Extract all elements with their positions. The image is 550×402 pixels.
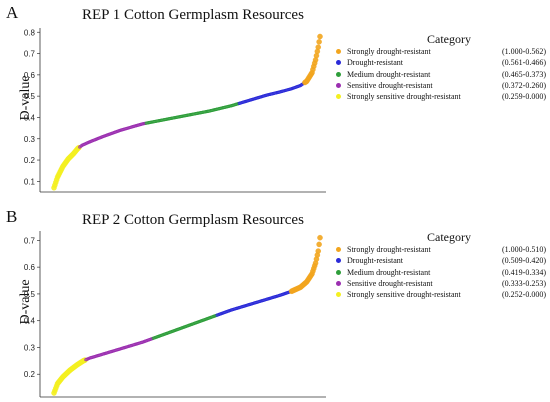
y-tick-label: 0.7 <box>24 50 36 59</box>
legend-label: Strongly sensitive drought-resistant <box>347 290 461 300</box>
legend-item: Sensitive drought-resistant (0.372-0.260) <box>336 81 548 92</box>
data-point <box>316 241 322 248</box>
data-point <box>317 33 323 40</box>
legend-range: (0.259-0.000) <box>502 92 546 102</box>
y-tick-label: 0.3 <box>24 135 36 144</box>
y-tick-label: 0.2 <box>24 156 36 165</box>
legend-item: Sensitive drought-resistant (0.333-0.253) <box>336 279 548 290</box>
y-tick-label: 0.6 <box>24 71 36 80</box>
legend-dot-icon <box>336 269 341 275</box>
legend-dot-icon <box>336 82 341 88</box>
panel-letter: A <box>6 3 19 22</box>
legend-title: Category <box>427 230 471 244</box>
y-tick-label: 0.4 <box>24 113 36 122</box>
legend-range: (0.561-0.466) <box>502 58 546 68</box>
legend-item: Strongly drought-resistant (1.000-0.510) <box>336 245 548 256</box>
y-tick-label: 0.6 <box>24 263 36 272</box>
legend-range: (0.333-0.253) <box>502 278 546 288</box>
legend: Category Strongly drought-resistant (1.00… <box>336 32 548 103</box>
legend-item: Drought-resistant (0.561-0.466) <box>336 58 548 69</box>
y-tick-label: 0.3 <box>24 343 36 352</box>
legend-item: Strongly drought-resistant (1.000-0.562) <box>336 47 548 58</box>
scatter-plot: 0.1 0.2 0.3 0.4 0.5 0.6 0.7 0.8 <box>24 28 326 193</box>
legend-range: (0.419-0.334) <box>502 267 546 277</box>
y-tick-label: 0.5 <box>24 290 36 299</box>
y-tick-label: 0.4 <box>24 317 36 326</box>
chart-title: REP 2 Cotton Germplasm Resources <box>82 212 304 228</box>
y-tick-label: 0.8 <box>24 28 36 37</box>
chart-panel-a: A REP 1 Cotton Germplasm Resources D-val… <box>6 3 548 193</box>
legend-title: Category <box>427 32 471 46</box>
y-tick-label: 0.7 <box>24 236 36 245</box>
legend-dot-icon <box>336 247 341 252</box>
scatter-plot: 0.2 0.3 0.4 0.5 0.6 0.7 <box>24 231 326 398</box>
legend-dot-icon <box>336 49 341 54</box>
legend-item: Medium drought-resistant (0.465-0.373) <box>336 70 548 81</box>
legend-label: Drought-resistant <box>347 58 403 68</box>
legend-label: Strongly sensitive drought-resistant <box>347 92 461 102</box>
legend-dot-icon <box>336 292 341 298</box>
legend-dot-icon <box>336 94 341 100</box>
data-point <box>316 39 322 45</box>
y-tick-label: 0.5 <box>24 92 36 101</box>
legend-label: Medium drought-resistant <box>347 69 431 79</box>
data-point <box>317 234 323 241</box>
legend-range: (0.372-0.260) <box>502 80 546 90</box>
legend-dot-icon <box>336 60 341 66</box>
y-tick-label: 0.2 <box>24 370 36 379</box>
legend-label: Medium drought-resistant <box>347 267 431 277</box>
legend-label: Sensitive drought-resistant <box>347 80 433 90</box>
legend-range: (0.509-0.420) <box>502 256 546 266</box>
chart-panel-b: B REP 2 Cotton Germplasm Resources D-val… <box>0 201 550 402</box>
legend-range: (0.465-0.373) <box>502 69 546 79</box>
legend-dot-icon <box>336 71 341 77</box>
legend-range: (1.000-0.510) <box>502 245 546 254</box>
legend-label: Drought-resistant <box>347 256 403 266</box>
y-tick-label: 0.1 <box>24 177 36 186</box>
legend-range: (0.252-0.000) <box>502 290 546 300</box>
legend-dot-icon <box>336 280 341 286</box>
legend-range: (1.000-0.562) <box>502 47 546 56</box>
legend-label: Strongly drought-resistant <box>347 245 431 254</box>
legend-dot-icon <box>336 258 341 264</box>
legend-item: Medium drought-resistant (0.419-0.334) <box>336 268 548 279</box>
legend-label: Sensitive drought-resistant <box>347 278 433 288</box>
data-point <box>315 248 321 254</box>
data-point <box>315 44 321 50</box>
chart-title: REP 1 Cotton Germplasm Resources <box>82 7 304 23</box>
legend-item: Strongly sensitive drought-resistant (0.2… <box>336 92 548 103</box>
panel-letter: B <box>6 207 18 226</box>
legend-label: Strongly drought-resistant <box>347 47 431 56</box>
legend-item: Strongly sensitive drought-resistant (0.2… <box>336 290 548 301</box>
legend-item: Drought-resistant (0.509-0.420) <box>336 256 548 267</box>
legend: Category Strongly drought-resistant (1.00… <box>336 230 548 301</box>
